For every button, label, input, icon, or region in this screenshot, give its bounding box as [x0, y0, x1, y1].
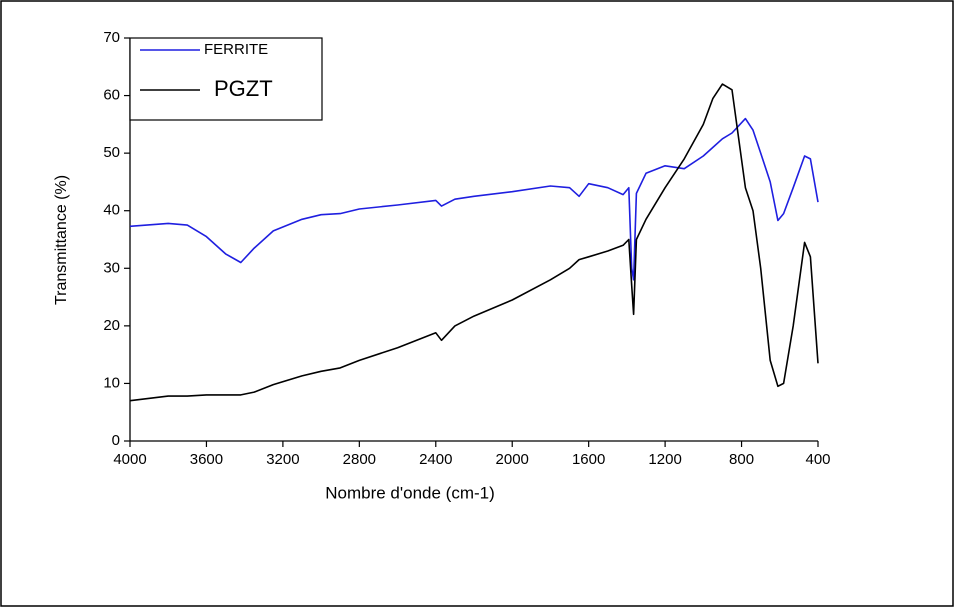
x-tick-label: 2000	[496, 451, 529, 468]
y-axis-label: Transmittance (%)	[53, 175, 70, 305]
x-tick-label: 3200	[266, 451, 299, 468]
y-tick-label: 70	[103, 29, 120, 46]
y-tick-label: 40	[103, 202, 120, 219]
legend-label: FERRITE	[204, 41, 268, 58]
x-axis-label: Nombre d'onde (cm-1)	[325, 483, 495, 502]
x-tick-label: 400	[805, 451, 830, 468]
line	[129, 117, 819, 281]
x-tick-label: 3600	[190, 451, 223, 468]
y-tick-label: 0	[112, 432, 120, 449]
x-tick-label: 4000	[113, 451, 146, 468]
x-tick-label: 800	[729, 451, 754, 468]
line	[129, 83, 819, 402]
legend-label: PGZT	[214, 76, 273, 101]
y-tick-label: 30	[103, 259, 120, 276]
x-tick-label: 1600	[572, 451, 605, 468]
x-tick-label: 2800	[343, 451, 376, 468]
y-tick-label: 20	[103, 317, 120, 334]
legend	[129, 37, 323, 121]
x-tick-label: 2400	[419, 451, 452, 468]
x-tick-label: 1200	[648, 451, 681, 468]
y-tick-label: 60	[103, 87, 120, 104]
y-tick-label: 10	[103, 374, 120, 391]
y-tick-label: 50	[103, 144, 120, 161]
